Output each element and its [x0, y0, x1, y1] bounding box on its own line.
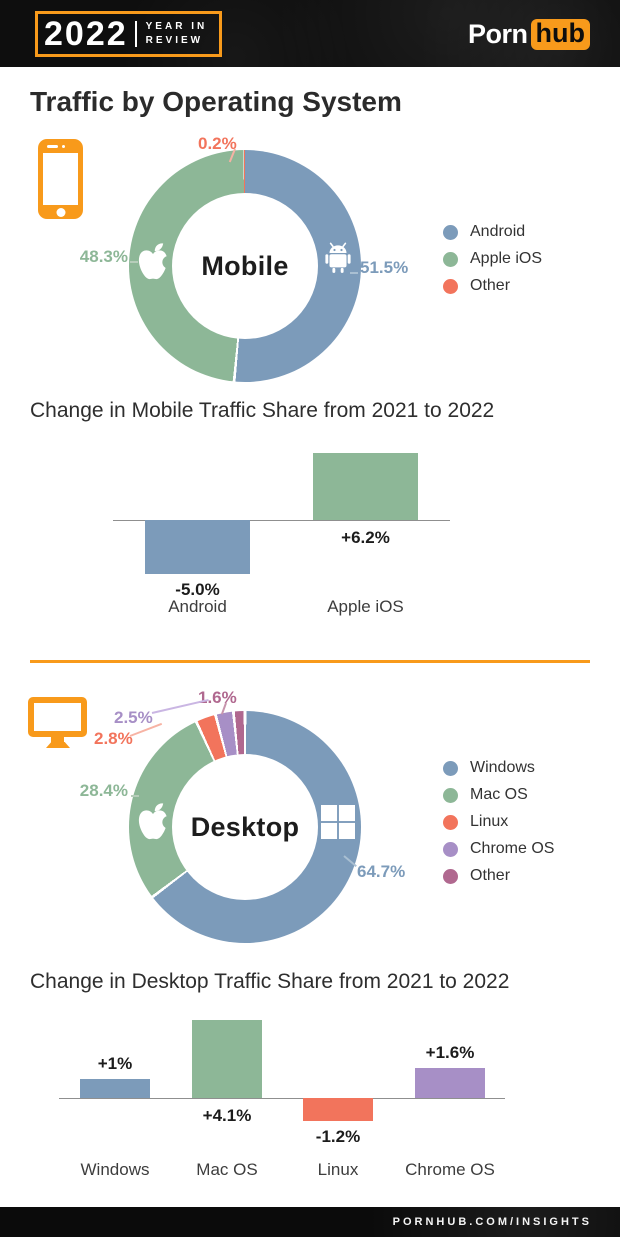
desktop-label-mac-os: 28.4%: [79, 781, 128, 800]
phone-screen: [43, 153, 78, 205]
legend-item-mac-os: Mac OS: [443, 785, 554, 805]
pornhub-logo: Porn hub: [468, 19, 590, 50]
phone-home-button: [56, 207, 65, 217]
desktop-bar-chart-title: Change in Desktop Traffic Share from 202…: [30, 970, 510, 993]
legend-dot-android: [443, 224, 458, 240]
footer-url: PORNHUB.COM/INSIGHTS: [392, 1216, 592, 1228]
bar-value-android: -5.0%: [175, 580, 220, 599]
desktop-donut-hole: Desktop: [172, 754, 318, 900]
phone-camera-dot: [62, 145, 65, 148]
page-title: Traffic by Operating System: [30, 86, 402, 117]
mobile-label-apple-ios: 48.3%: [79, 247, 128, 266]
bar-linux: [303, 1098, 373, 1121]
legend-item-other: Other: [443, 276, 542, 296]
bar-category-windows: Windows: [80, 1160, 150, 1179]
legend-dot-linux: [443, 814, 458, 830]
pornhub-logo-porn: Porn: [468, 19, 528, 49]
legend-label-chrome-os: Chrome OS: [470, 840, 555, 857]
legend-dot-apple-ios: [443, 251, 458, 267]
badge-tagline-line2: REVIEW: [145, 35, 204, 46]
bar-value-mac-os: +4.1%: [202, 1106, 252, 1125]
badge-tagline-line1: YEAR IN: [145, 21, 208, 32]
legend-dot-chrome-os: [443, 841, 458, 857]
desktop-label-mac-os-connector: [131, 795, 139, 797]
mobile-legend: Android Apple iOS Other: [443, 222, 542, 296]
mobile-baseline-axis: [113, 520, 450, 521]
mobile-label-apple-ios-connector: [130, 261, 138, 263]
phone-speaker: [47, 145, 58, 148]
pornhub-logo-hub: hub: [530, 19, 590, 50]
bar-android: [145, 520, 250, 574]
apple-icon: [138, 243, 170, 280]
legend-dot-other: [443, 278, 458, 294]
header: 2022 YEAR IN REVIEW Porn hub: [0, 0, 620, 67]
legend-item-other: Other: [443, 866, 554, 886]
badge-year: 2022: [44, 15, 128, 53]
footer: PORNHUB.COM/INSIGHTS: [0, 1207, 620, 1237]
bar-category-chrome-os: Chrome OS: [405, 1160, 495, 1179]
desktop-bar-chart: +1% Windows +4.1% Mac OS -1.2% Linux +1.…: [30, 1008, 590, 1190]
bar-column-apple-ios: +6.2% Apple iOS: [313, 440, 418, 620]
legend-item-linux: Linux: [443, 812, 554, 832]
mobile-label-android: 51.5%: [360, 258, 409, 277]
legend-dot-windows: [443, 760, 458, 776]
desktop-baseline-axis: [59, 1098, 505, 1099]
apple-icon: [138, 803, 170, 840]
legend-label-mac-os: Mac OS: [470, 786, 528, 803]
badge-tagline: YEAR IN REVIEW: [146, 22, 208, 46]
bar-category-mac-os: Mac OS: [196, 1160, 258, 1179]
bar-value-linux: -1.2%: [315, 1126, 361, 1146]
bar-column-mac-os: +4.1% Mac OS: [192, 1008, 262, 1190]
legend-item-chrome-os: Chrome OS: [443, 839, 554, 859]
bar-value-apple-ios: +6.2%: [341, 528, 390, 547]
desktop-label-linux: 2.8%: [94, 729, 133, 748]
section-divider: [30, 660, 590, 663]
bar-category-apple-ios: Apple iOS: [327, 597, 404, 616]
legend-label-other: Other: [470, 867, 511, 884]
monitor-icon-base: [46, 742, 70, 748]
bar-windows: [80, 1079, 150, 1098]
mobile-donut-hole: Mobile: [172, 193, 318, 339]
mobile-bar-chart-title: Change in Mobile Traffic Share from 2021…: [30, 399, 495, 422]
legend-label-linux: Linux: [470, 813, 509, 830]
legend-label-android: Android: [470, 223, 526, 240]
bar-column-windows: +1% Windows: [80, 1008, 150, 1190]
legend-dot-other: [443, 868, 458, 884]
legend-label-windows: Windows: [470, 759, 535, 776]
mobile-donut-center-label: Mobile: [201, 250, 289, 281]
desktop-label-windows: 64.7%: [357, 862, 406, 881]
mobile-bar-chart: -5.0% Android +6.2% Apple iOS: [30, 440, 590, 620]
mobile-label-android-connector: [350, 272, 358, 274]
android-icon: [325, 242, 351, 273]
mobile-label-other: 0.2%: [198, 134, 237, 153]
bar-category-linux: Linux: [317, 1160, 359, 1179]
monitor-icon: [28, 697, 87, 737]
legend-label-other: Other: [470, 277, 511, 294]
monitor-icon-stand: [51, 737, 64, 744]
bar-column-linux: -1.2% Linux: [303, 1008, 373, 1190]
bar-column-chrome-os: +1.6% Chrome OS: [405, 1008, 495, 1190]
desktop-label-other: 1.6%: [198, 688, 237, 707]
bar-value-windows: +1%: [97, 1054, 133, 1073]
windows-icon: [321, 805, 355, 839]
legend-label-apple-ios: Apple iOS: [470, 250, 543, 267]
desktop-legend: Windows Mac OS Linux Chrome OS Other: [443, 758, 554, 886]
legend-item-apple-ios: Apple iOS: [443, 249, 542, 269]
bar-apple-ios: [313, 453, 418, 520]
bar-chrome-os: [415, 1067, 485, 1098]
bar-column-android: -5.0% Android: [145, 440, 250, 620]
bar-value-chrome-os: +1.6%: [425, 1042, 475, 1062]
desktop-donut-center-label: Desktop: [190, 811, 300, 842]
2022-badge: 2022 YEAR IN REVIEW: [35, 11, 223, 57]
legend-item-windows: Windows: [443, 758, 554, 778]
desktop-label-chrome-os: 2.5%: [114, 708, 153, 727]
legend-item-android: Android: [443, 222, 542, 242]
bar-mac-os: [192, 1020, 262, 1098]
bar-category-android: Android: [168, 597, 227, 616]
badge-divider: [134, 21, 137, 47]
legend-dot-mac-os: [443, 787, 458, 803]
phone-icon: [38, 139, 83, 219]
